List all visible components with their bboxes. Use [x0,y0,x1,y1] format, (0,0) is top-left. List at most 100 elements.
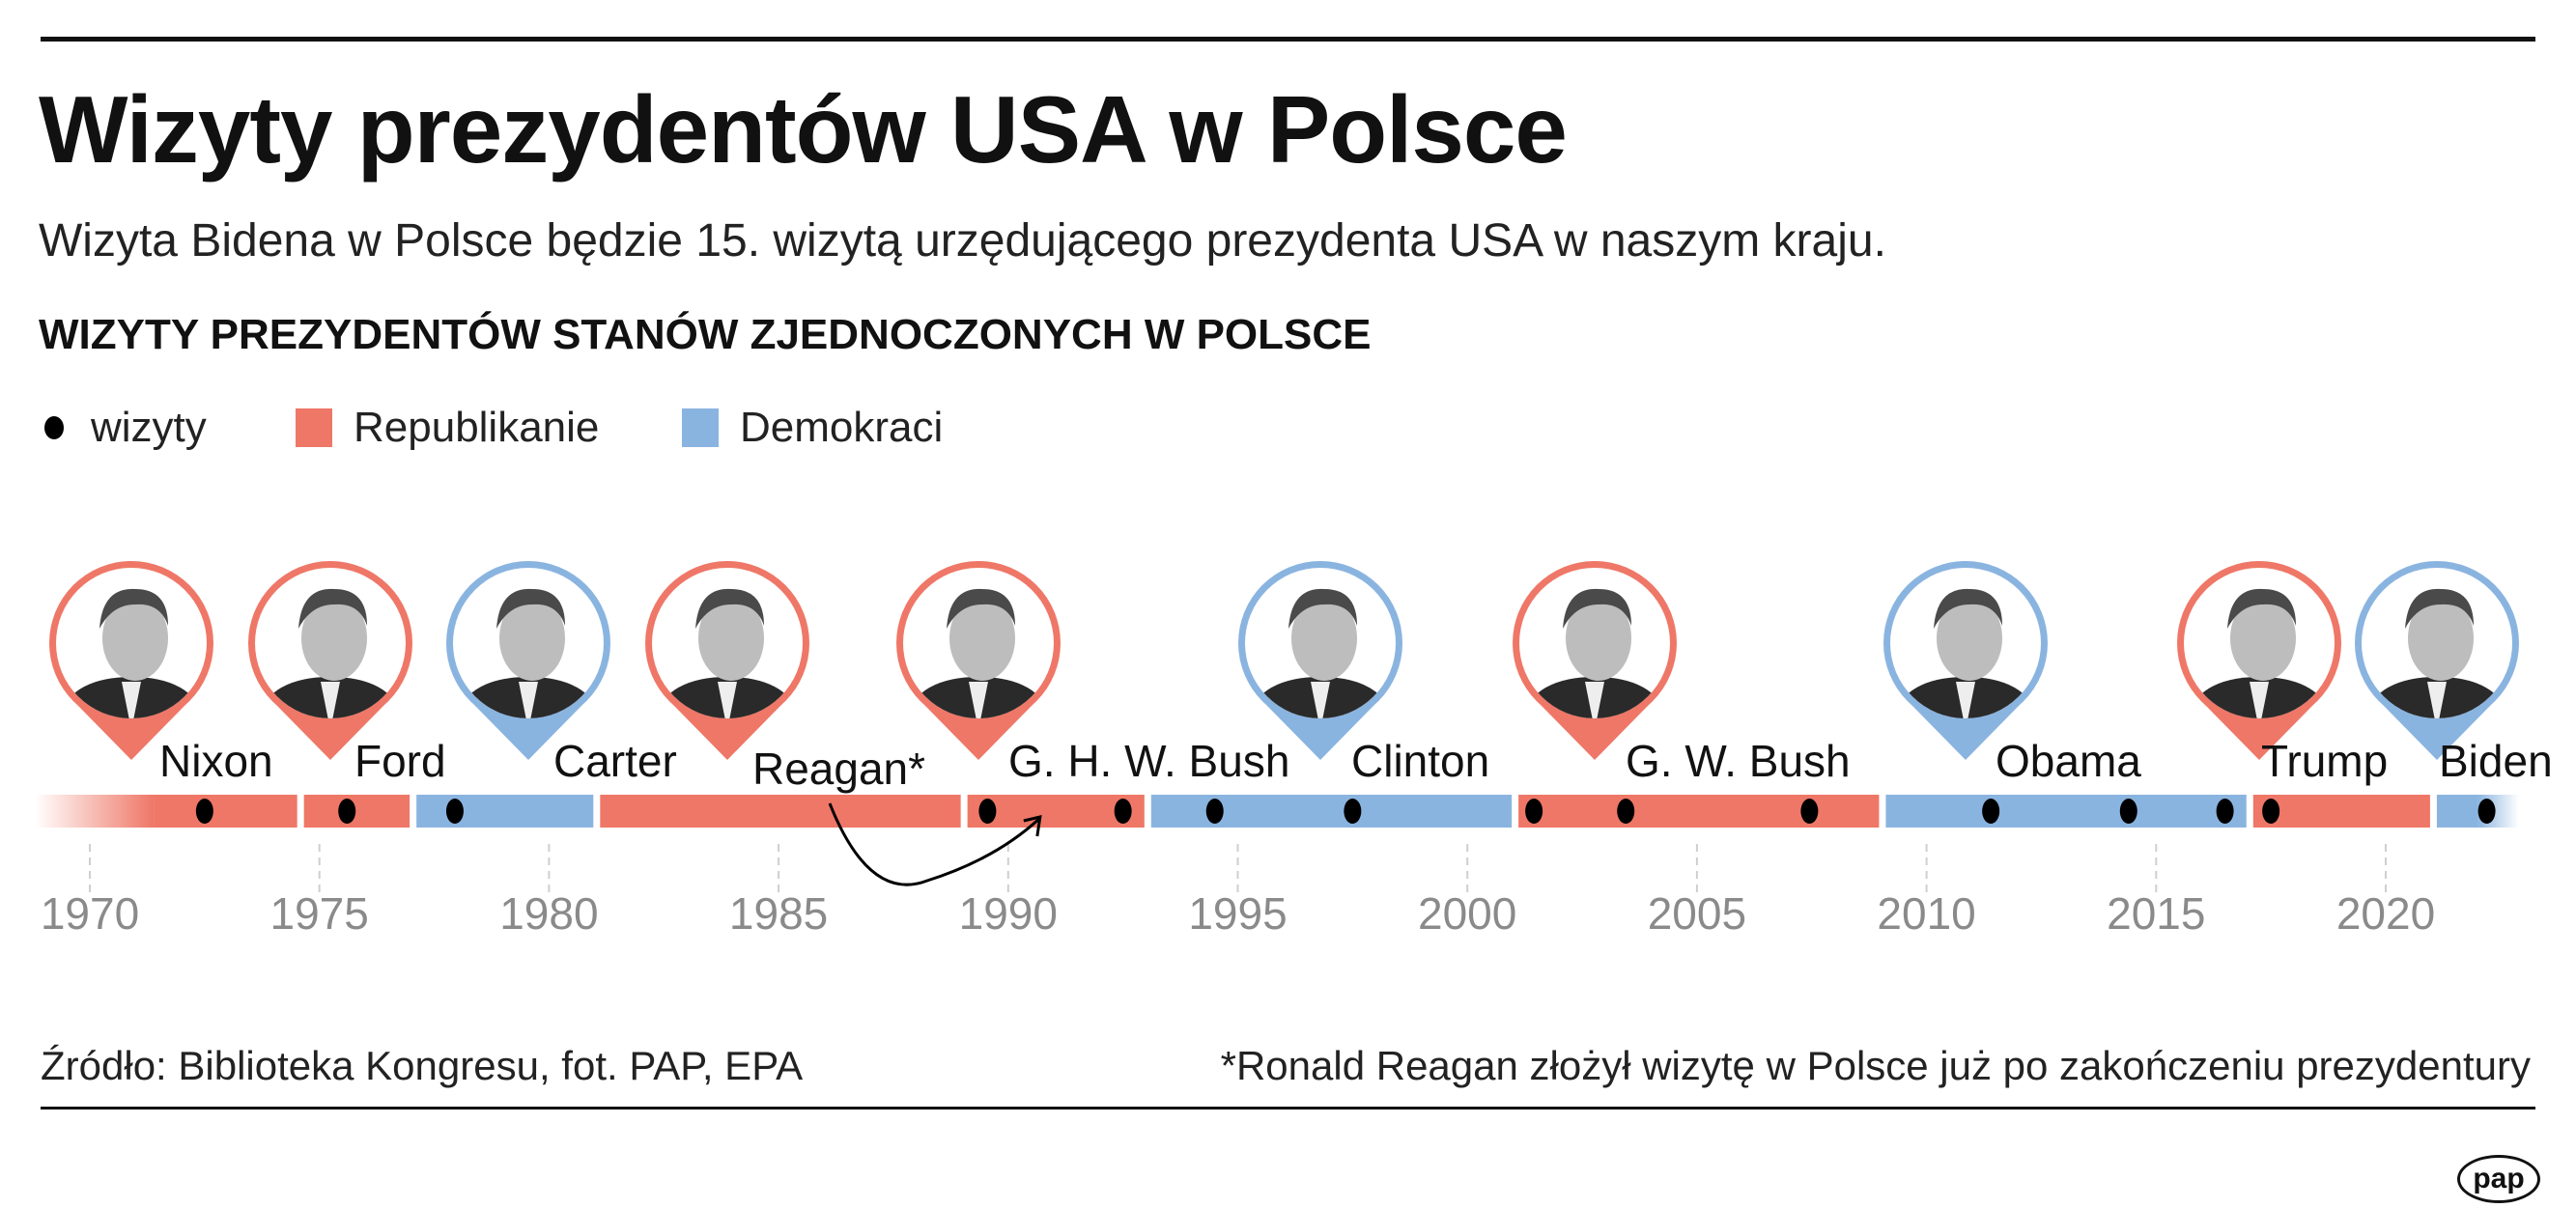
president-name: Ford [354,736,446,786]
term-bar-democrat [1150,795,1513,828]
portrait-collar [718,682,737,718]
legend-democrats-label: Demokraci [740,404,944,451]
term-bar-republican [2252,795,2430,828]
portrait-face [102,596,168,681]
tick-label: 1985 [729,888,828,939]
portrait-hair [695,588,764,629]
republican-swatch [296,408,332,447]
portrait-pin-republican [248,561,412,760]
pap-logo: pap [2457,1155,2540,1203]
legend-democrats: Demokraci [682,404,943,452]
visit-dot [445,799,464,824]
president-name: Clinton [1351,736,1489,786]
portrait-pin-democrat [446,561,610,760]
portrait-collar [1585,682,1604,718]
term-bar-fade [34,795,155,828]
legend-republicans: Republikanie [296,404,599,452]
visit-dot [1982,799,2000,824]
term-bar-democrat [416,795,594,828]
portrait-pin-democrat [1883,561,2048,760]
president-name: Obama [1996,736,2141,786]
arrowhead-icon [1023,815,1042,837]
pap-logo-text: pap [2473,1163,2525,1194]
visit-dot [1344,799,1362,824]
term-bar-republican [600,795,961,828]
portrait-face [1291,596,1357,681]
democrat-swatch [682,408,719,447]
reagan-arrow [828,802,1040,886]
legend-republicans-label: Republikanie [354,404,600,451]
portrait-collar [1311,682,1330,718]
chart-heading: WIZYTY PREZYDENTÓW STANÓW ZJEDNOCZONYCH … [39,311,1372,358]
portrait-face [949,596,1015,681]
portrait-hair [1563,588,1631,629]
tick-label: 1995 [1188,888,1287,939]
visit-dot [1525,799,1543,824]
portrait-collar [519,682,538,718]
president-name: Trump [2261,736,2388,786]
visit-dot [1114,799,1132,824]
portrait-face [2408,596,2474,681]
portrait-collar [321,682,340,718]
portrait-face [499,596,565,681]
portrait-pin-republican [896,561,1061,760]
portrait-pin-republican [2177,561,2341,760]
portrait-face [301,596,367,681]
portrait-hair [99,588,168,629]
portrait-pin-democrat [1238,561,1402,760]
footnote: *Ronald Reagan złożył wizytę w Polsce ju… [1220,1043,2531,1088]
visit-dot [2119,799,2137,824]
president-name: Reagan* [752,744,925,794]
portrait-face [698,596,764,681]
portrait-pin-republican [49,561,213,760]
portrait-collar [1956,682,1975,718]
portrait-face [1937,596,2002,681]
subtitle: Wizyta Bidena w Polsce będzie 15. wizytą… [39,215,1886,267]
portrait-hair [496,588,565,629]
tick-label: 1990 [959,888,1058,939]
source-note: Źródło: Biblioteka Kongresu, fot. PAP, E… [41,1043,804,1088]
tick-label: 2005 [1648,888,1746,939]
visit-dot [2262,799,2280,824]
tick-label: 1970 [41,888,139,939]
portrait-hair [298,588,367,629]
visit-dot [338,799,356,824]
tick-label: 2015 [2107,888,2205,939]
president-name: G. H. W. Bush [1008,736,1289,786]
top-rule [41,37,2535,42]
visit-dot [1205,799,1224,824]
legend-visits-label: wizyty [91,404,207,451]
portrait-face [1566,596,1631,681]
portrait-hair [2227,588,2296,629]
term-bar-democrat [1885,795,2247,828]
portrait-face [2230,596,2296,681]
president-name: Carter [553,736,677,786]
portrait-pin-republican [645,561,809,760]
visit-dot [1800,799,1819,824]
visit-dot [1617,799,1635,824]
portrait-hair [1288,588,1357,629]
portrait-hair [947,588,1015,629]
portrait-collar [969,682,988,718]
visit-dot [195,799,213,824]
portrait-pin-democrat [2355,561,2519,760]
term-bar-republican [303,795,410,828]
term-bar-republican [154,795,297,828]
visit-dot [2477,799,2496,824]
term-bar-democrat [2436,795,2478,828]
tick-label: 1980 [499,888,598,939]
tick-label: 2010 [1877,888,1975,939]
portrait-collar [122,682,141,718]
visit-dot-icon [44,416,64,439]
portrait-collar [2250,682,2269,718]
visit-dot [2216,799,2234,824]
portrait-hair [1934,588,2002,629]
portrait-collar [2427,682,2447,718]
president-name: G. W. Bush [1626,736,1851,786]
tick-label: 2000 [1418,888,1516,939]
legend-visits: wizyty [44,404,207,452]
visit-dot [978,799,997,824]
term-bar-republican [1518,795,1880,828]
page-title: Wizyty prezydentów USA w Polsce [39,76,1568,183]
